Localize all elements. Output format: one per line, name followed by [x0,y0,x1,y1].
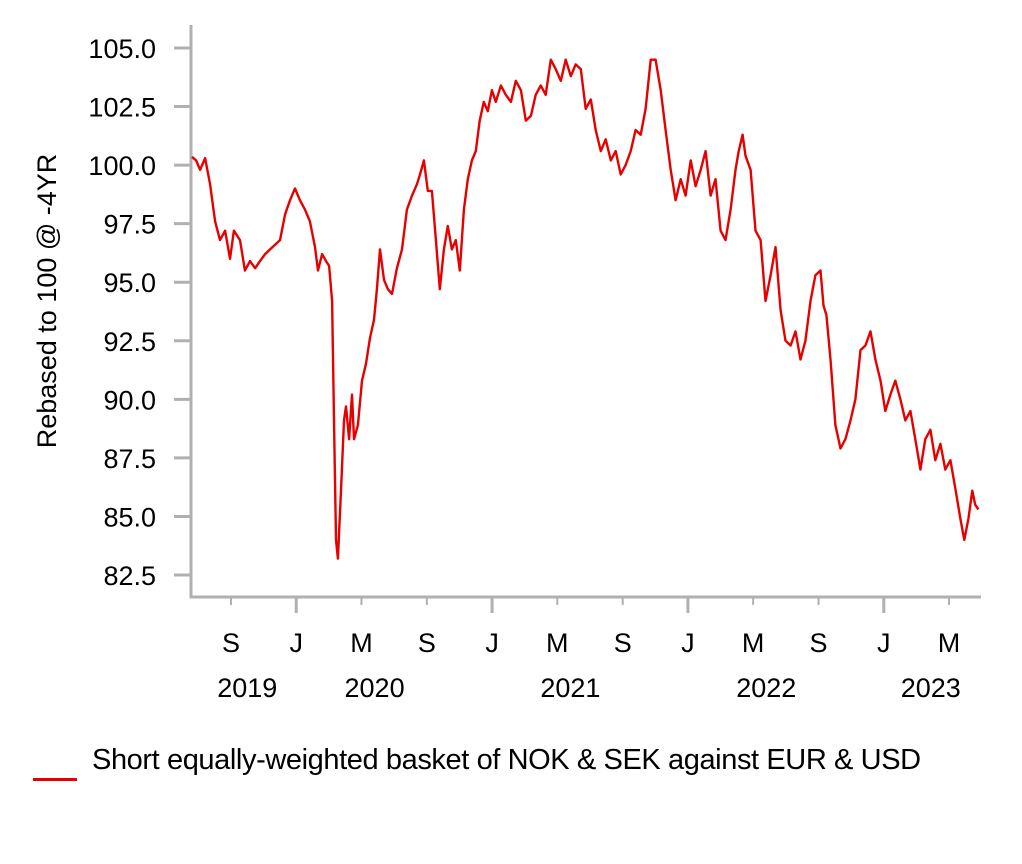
x-year-label: 2019 [217,673,277,703]
y-tick-label: 92.5 [103,327,156,357]
x-year-label: 2022 [736,673,796,703]
legend-label: Short equally-weighted basket of NOK & S… [92,744,921,776]
x-tick-label: J [485,628,499,658]
y-tick-label: 87.5 [103,444,156,474]
x-tick-label: M [546,628,569,658]
line-chart: 105.0 102.5 100.0 97.5 95.0 92.5 90.0 87.5 85.0 8… [32,25,981,703]
y-axis-title: Rebased to 100 @ -4YR [32,154,62,449]
x-year-label: 2021 [540,673,600,703]
y-tick-label: 97.5 [103,210,156,240]
y-tick-label: 90.0 [103,385,156,415]
x-tick-label: J [289,628,303,658]
x-year-label: 2023 [901,673,961,703]
series-line-nok-sek-basket [191,58,980,560]
x-tick-label: J [877,628,891,658]
y-tick-label: 105.0 [88,34,156,64]
y-tick-label: 102.5 [88,93,156,123]
legend-swatch-red-line [33,778,77,781]
x-tick-label: S [222,628,240,658]
y-tick-label: 85.0 [103,502,156,532]
x-year-label: 2020 [345,673,405,703]
y-tick-label: 100.0 [88,151,156,181]
y-tick-label: 82.5 [103,561,156,591]
y-axis-ticks: 105.0 102.5 100.0 97.5 95.0 92.5 90.0 87.5 85.0 8… [88,34,191,591]
x-tick-label: S [418,628,436,658]
y-tick-label: 95.0 [103,268,156,298]
x-tick-label: M [742,628,765,658]
x-tick-label: M [938,628,961,658]
x-tick-label: J [681,628,695,658]
x-tick-label: S [614,628,632,658]
x-tick-label: M [350,628,373,658]
x-axis-ticks: S J M S J M S J M S J M 2019 2020 2021 2022 2023 [217,597,961,703]
x-tick-label: S [810,628,828,658]
